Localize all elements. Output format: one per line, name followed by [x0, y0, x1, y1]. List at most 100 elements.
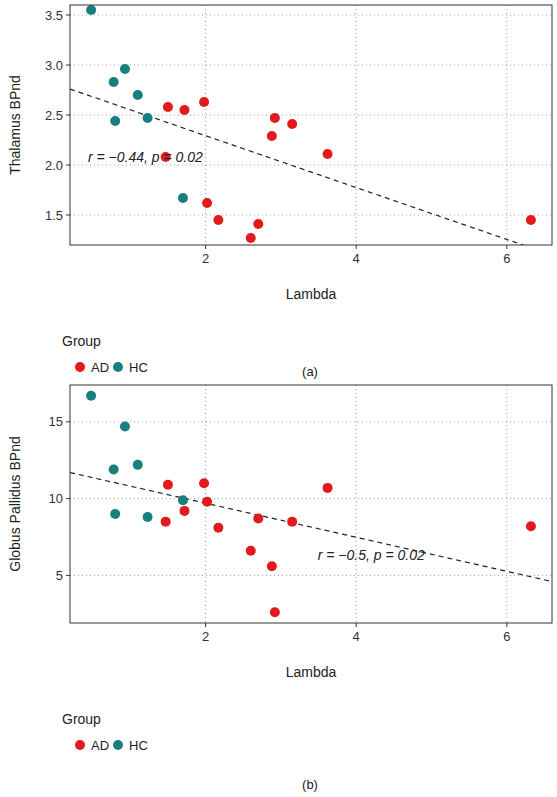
- point: [143, 113, 153, 123]
- point: [199, 478, 209, 488]
- point: [202, 198, 212, 208]
- figure: 2 4 6 1.5 2.0 2.5 3.0 3.5 r = −0.44, p = 0.02 Lam…: [0, 0, 557, 797]
- y-tick-label: 3.0: [45, 58, 63, 73]
- legend-label: AD: [91, 738, 109, 753]
- legend-swatch: [75, 362, 85, 372]
- data-group: [70, 391, 552, 618]
- grid-line: [70, 215, 552, 216]
- y-tick: [66, 15, 70, 16]
- point: [287, 119, 297, 129]
- y-tick: [66, 215, 70, 216]
- y-tick: [66, 165, 70, 166]
- legend-swatch: [113, 362, 123, 372]
- plot-frame: [70, 5, 552, 245]
- y-tick: [66, 65, 70, 66]
- point: [267, 561, 277, 571]
- point: [133, 460, 143, 470]
- fit-line: [70, 473, 552, 582]
- legend-title: Group: [62, 333, 101, 349]
- grid-line: [70, 575, 552, 576]
- point: [246, 546, 256, 556]
- point: [246, 233, 256, 243]
- legend-title: Group: [62, 711, 101, 727]
- grid-line: [506, 385, 507, 623]
- x-tick-label: 2: [202, 629, 209, 644]
- x-axis-title: Lambda: [286, 664, 337, 680]
- y-tick-label: 2.5: [45, 108, 63, 123]
- y-axis-title: Globus Pallidus BPnd: [7, 436, 23, 571]
- x-tick-label: 4: [353, 251, 360, 266]
- point: [110, 509, 120, 519]
- annotation: r = −0.5, p = 0.02: [318, 547, 425, 563]
- point: [163, 102, 173, 112]
- panel: 2461.52.02.53.03.5r = −0.44, p = 0.02Lam…: [7, 5, 552, 379]
- legend-swatch: [113, 740, 123, 750]
- y-axis-title: Thalamus BPnd: [7, 75, 23, 175]
- point: [270, 113, 280, 123]
- x-tick: [205, 245, 206, 249]
- x-tick-label: 4: [353, 629, 360, 644]
- point: [109, 77, 119, 87]
- panel: 2 4 6 5 10 15 r = −0.5, p = 0.02 Lambda Globus P…: [7, 385, 552, 792]
- y-tick-label: 3.5: [45, 8, 63, 23]
- grid-line: [70, 15, 552, 16]
- y-tick-label: 10: [49, 491, 63, 506]
- point: [267, 131, 277, 141]
- point: [110, 116, 120, 126]
- point: [120, 64, 130, 74]
- point: [253, 219, 263, 229]
- point: [179, 506, 189, 516]
- point: [178, 193, 188, 203]
- point: [143, 512, 153, 522]
- point: [526, 521, 536, 531]
- point: [120, 421, 130, 431]
- legend-label: HC: [129, 360, 148, 375]
- x-tick-label: 6: [503, 251, 510, 266]
- x-tick-label: 6: [503, 629, 510, 644]
- point: [213, 523, 223, 533]
- point: [199, 97, 209, 107]
- grid-line: [205, 5, 206, 245]
- x-tick: [506, 623, 507, 627]
- caption: (a): [302, 364, 318, 379]
- y-tick-label: 5: [56, 568, 63, 583]
- grid-line: [70, 421, 552, 422]
- grid-line: [70, 498, 552, 499]
- point: [109, 464, 119, 474]
- caption: (b): [302, 777, 318, 792]
- point: [253, 514, 263, 524]
- x-tick: [205, 623, 206, 627]
- y-tick-label: 15: [49, 414, 63, 429]
- point: [323, 483, 333, 493]
- point: [133, 90, 143, 100]
- y-tick-label: 2.0: [45, 158, 63, 173]
- point: [86, 391, 96, 401]
- legend-swatch: [75, 740, 85, 750]
- grid-line: [70, 65, 552, 66]
- point: [323, 149, 333, 159]
- y-tick: [66, 421, 70, 422]
- x-tick-label: 2: [202, 251, 209, 266]
- grid-line: [506, 5, 507, 245]
- point: [213, 215, 223, 225]
- point: [287, 517, 297, 527]
- y-tick: [66, 498, 70, 499]
- data-group: [70, 5, 552, 245]
- plot-frame: [70, 385, 552, 623]
- point: [270, 607, 280, 617]
- x-tick: [506, 245, 507, 249]
- y-tick: [66, 115, 70, 116]
- annotation: r = −0.44, p = 0.02: [88, 149, 203, 165]
- point: [178, 495, 188, 505]
- y-tick: [66, 575, 70, 576]
- point: [526, 215, 536, 225]
- grid-line: [70, 115, 552, 116]
- x-tick: [356, 623, 357, 627]
- legend-label: HC: [129, 738, 148, 753]
- point: [202, 497, 212, 507]
- grid-line: [356, 385, 357, 623]
- grid-line: [356, 5, 357, 245]
- y-tick-label: 1.5: [45, 208, 63, 223]
- point: [163, 480, 173, 490]
- x-tick: [356, 245, 357, 249]
